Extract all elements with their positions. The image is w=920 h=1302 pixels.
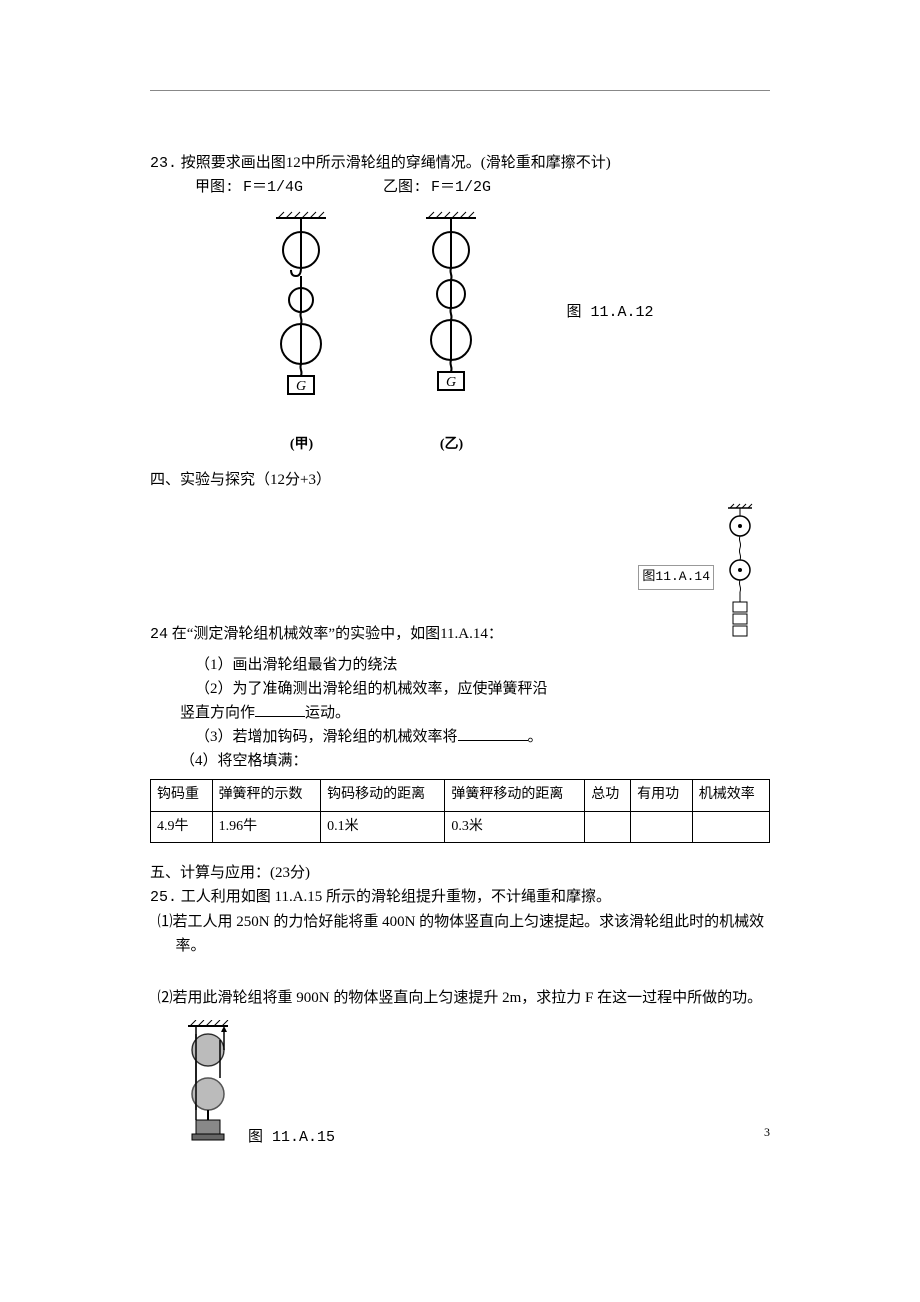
td-4[interactable] bbox=[585, 811, 631, 842]
th-5: 有用功 bbox=[631, 780, 693, 811]
svg-text:G: G bbox=[446, 375, 456, 390]
q24-p1: （1）画出滑轮组最省力的绕法 bbox=[150, 653, 770, 677]
fig-11a14: 图11.A.14 bbox=[638, 502, 760, 652]
q24-p2b-suffix: 运动。 bbox=[305, 705, 350, 721]
fig-11a15: 图 11.A.15 bbox=[178, 1020, 770, 1150]
q25-p2: ⑵若用此滑轮组将重 900N 的物体竖直向上匀速提升 2m，求拉力 F 在这一过… bbox=[168, 986, 770, 1010]
q24-table: 钩码重 弹簧秤的示数 钩码移动的距离 弹簧秤移动的距离 总功 有用功 机械效率 … bbox=[150, 779, 770, 843]
q23: 23. 按照要求画出图12中所示滑轮组的穿绳情况。(滑轮重和摩擦不计) 甲图: … bbox=[150, 151, 770, 456]
fig-11a14-label: 图11.A.14 bbox=[638, 565, 714, 590]
th-0: 钩码重 bbox=[151, 780, 213, 811]
th-3: 弹簧秤移动的距离 bbox=[445, 780, 585, 811]
q25: 25. 工人利用如图 11.A.15 所示的滑轮组提升重物，不计绳重和摩擦。 ⑴… bbox=[150, 885, 770, 1150]
q24-p3-suffix: 。 bbox=[528, 729, 543, 745]
q24-number: 24 bbox=[150, 626, 168, 643]
svg-text:G: G bbox=[296, 379, 306, 394]
td-2: 0.1米 bbox=[321, 811, 445, 842]
th-1: 弹簧秤的示数 bbox=[212, 780, 321, 811]
q23-number: 23. bbox=[150, 155, 177, 172]
q23-prompt: 按照要求画出图12中所示滑轮组的穿绳情况。(滑轮重和摩擦不计) bbox=[181, 155, 611, 171]
section5-title: 五、计算与应用：(23分) bbox=[150, 861, 770, 885]
fig-yi: G (乙) bbox=[416, 210, 486, 456]
q24-blank1[interactable] bbox=[255, 702, 305, 717]
q24-p2b-prefix: 竖直方向作 bbox=[180, 705, 255, 721]
q24-p2a: （2）为了准确测出滑轮组的机械效率，应使弹簧秤沿 bbox=[195, 681, 548, 697]
td-1: 1.96牛 bbox=[212, 811, 321, 842]
q24-p4: （4）将空格填满： bbox=[150, 749, 770, 773]
header-rule bbox=[150, 90, 770, 91]
fig-jia-caption: (甲) bbox=[290, 434, 313, 456]
table-header-row: 钩码重 弹簧秤的示数 钩码移动的距离 弹簧秤移动的距离 总功 有用功 机械效率 bbox=[151, 780, 770, 811]
fig-yi-caption: (乙) bbox=[440, 434, 463, 456]
table-data-row: 4.9牛 1.96牛 0.1米 0.3米 bbox=[151, 811, 770, 842]
q23-yi-eq: 乙图: F＝1/2G bbox=[383, 176, 491, 200]
page-number: 3 bbox=[764, 1123, 770, 1142]
td-0: 4.9牛 bbox=[151, 811, 213, 842]
q23-jia-eq: 甲图: F＝1/4G bbox=[195, 176, 303, 200]
q24-p3-prefix: （3）若增加钩码，滑轮组的机械效率将 bbox=[195, 729, 458, 745]
td-6[interactable] bbox=[692, 811, 769, 842]
th-4: 总功 bbox=[585, 780, 631, 811]
td-5[interactable] bbox=[631, 811, 693, 842]
section4-title: 四、实验与探究（12分+3） bbox=[150, 468, 770, 492]
q25-p1: ⑴若工人用 250N 的力恰好能将重 400N 的物体竖直向上匀速提起。求该滑轮… bbox=[168, 910, 770, 958]
q24-blank2[interactable] bbox=[458, 726, 528, 741]
td-3: 0.3米 bbox=[445, 811, 585, 842]
q24-intro: 在“测定滑轮组机械效率”的实验中，如图11.A.14： bbox=[172, 626, 503, 642]
fig12-label: 图 11.A.12 bbox=[566, 301, 653, 365]
q25-number: 25. bbox=[150, 889, 177, 906]
q25-intro: 工人利用如图 11.A.15 所示的滑轮组提升重物，不计绳重和摩擦。 bbox=[181, 889, 611, 905]
th-2: 钩码移动的距离 bbox=[321, 780, 445, 811]
th-6: 机械效率 bbox=[692, 780, 769, 811]
fig-11a15-label: 图 11.A.15 bbox=[248, 1126, 335, 1150]
fig-jia: G (甲) bbox=[266, 210, 336, 456]
